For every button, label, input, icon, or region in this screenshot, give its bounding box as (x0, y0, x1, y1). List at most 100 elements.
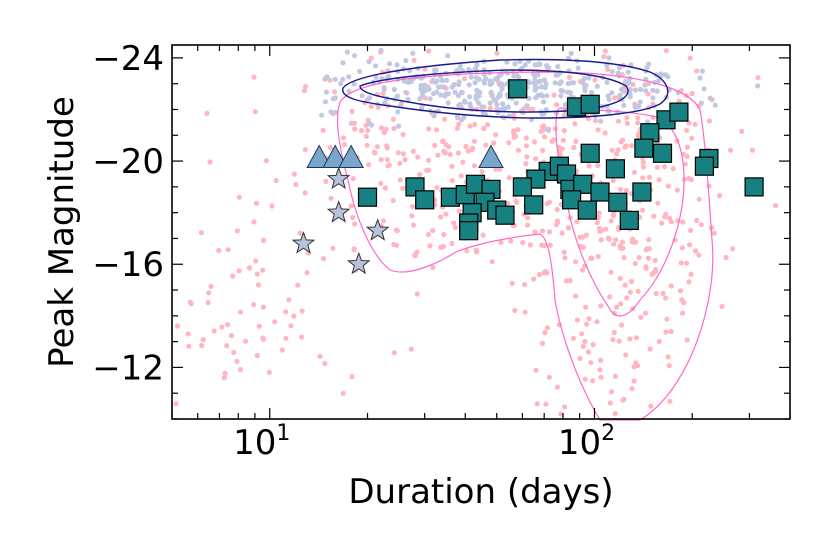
square-marker (580, 143, 600, 163)
background-point-pink (577, 355, 583, 361)
background-point-blue (382, 100, 388, 106)
square-marker (357, 187, 378, 207)
background-point-pink (554, 102, 560, 108)
background-point-blue (434, 89, 440, 95)
background-point-pink (611, 241, 617, 247)
background-point-pink (515, 147, 522, 153)
background-point-pink (663, 211, 669, 217)
background-point-pink (522, 281, 528, 288)
background-point-pink (597, 228, 603, 234)
background-point-blue (562, 102, 568, 108)
background-point-blue (352, 53, 358, 59)
background-point-pink (255, 282, 262, 288)
background-point-blue (319, 112, 325, 118)
background-point-pink (330, 245, 336, 251)
axis-layer: 101 102 −24 −20 −16 −12 (92, 39, 791, 463)
background-point-blue (637, 86, 644, 93)
background-point-blue (543, 107, 549, 113)
background-point-blue (627, 94, 633, 100)
square-marker (619, 210, 639, 230)
background-point-pink (317, 353, 323, 359)
square-marker (524, 195, 544, 215)
background-point-pink (449, 240, 455, 247)
background-point-pink (464, 248, 470, 254)
background-point-blue (504, 59, 510, 65)
background-point-pink (474, 106, 480, 112)
background-point-pink (643, 310, 649, 316)
background-point-blue (701, 86, 707, 92)
background-point-pink (646, 174, 653, 180)
background-point-blue (431, 113, 437, 119)
background-point-blue (467, 101, 473, 107)
background-point-pink (279, 347, 285, 353)
background-point-blue (468, 74, 474, 80)
background-point-pink (442, 116, 448, 122)
background-point-pink (531, 276, 537, 282)
background-point-pink (187, 299, 193, 305)
background-point-pink (340, 390, 346, 396)
background-point-pink (606, 236, 612, 242)
background-point-pink (441, 231, 447, 238)
background-point-pink (612, 95, 618, 101)
square-marker (577, 200, 597, 220)
background-point-pink (546, 374, 553, 380)
background-point-pink (611, 329, 617, 336)
background-point-pink (417, 171, 423, 178)
background-point-pink (678, 260, 684, 266)
background-point-pink (426, 126, 432, 132)
background-point-pink (224, 343, 230, 349)
background-point-blue (542, 77, 548, 83)
background-point-blue (373, 63, 379, 69)
background-point-pink (246, 265, 253, 271)
background-point-pink (198, 230, 204, 236)
background-point-pink (627, 336, 633, 342)
background-point-blue (621, 102, 627, 108)
background-point-pink (617, 275, 623, 281)
background-point-blue (698, 100, 705, 106)
background-point-pink (304, 270, 310, 276)
background-point-pink (251, 302, 257, 308)
background-point-pink (260, 335, 266, 341)
background-point-pink (589, 378, 596, 384)
background-point-pink (534, 401, 540, 407)
background-point-pink (670, 166, 676, 172)
background-point-pink (573, 138, 579, 144)
background-point-pink (562, 255, 568, 261)
background-point-blue (419, 93, 425, 99)
background-point-pink (351, 246, 357, 252)
background-point-blue (617, 92, 623, 98)
background-point-pink (610, 178, 616, 184)
background-point-pink (469, 146, 475, 153)
background-point-pink (438, 244, 444, 250)
background-point-blue (524, 103, 530, 109)
background-point-pink (349, 108, 355, 114)
background-point-blue (491, 97, 497, 103)
background-point-pink (391, 350, 397, 356)
background-point-pink (561, 249, 567, 255)
background-point-pink (688, 227, 694, 233)
background-point-blue (405, 79, 411, 85)
background-point-pink (607, 294, 613, 300)
background-point-pink (186, 343, 192, 349)
background-point-pink (460, 159, 466, 165)
background-point-pink (260, 267, 266, 273)
square-marker (508, 79, 528, 99)
background-point-pink (474, 249, 480, 255)
background-point-pink (574, 219, 580, 225)
background-point-pink (684, 337, 690, 343)
background-point-blue (332, 76, 338, 82)
background-point-pink (565, 225, 572, 231)
background-point-pink (574, 317, 581, 323)
background-point-pink (650, 270, 657, 276)
background-point-blue (699, 68, 706, 74)
background-point-pink (349, 374, 355, 380)
background-point-pink (455, 150, 461, 156)
background-point-blue (483, 76, 489, 82)
background-point-pink (243, 338, 249, 344)
background-point-pink (323, 178, 329, 184)
background-point-pink (546, 229, 553, 235)
background-point-pink (432, 142, 438, 148)
background-point-blue (632, 104, 638, 110)
background-point-blue (418, 82, 424, 89)
background-point-pink (487, 105, 493, 111)
